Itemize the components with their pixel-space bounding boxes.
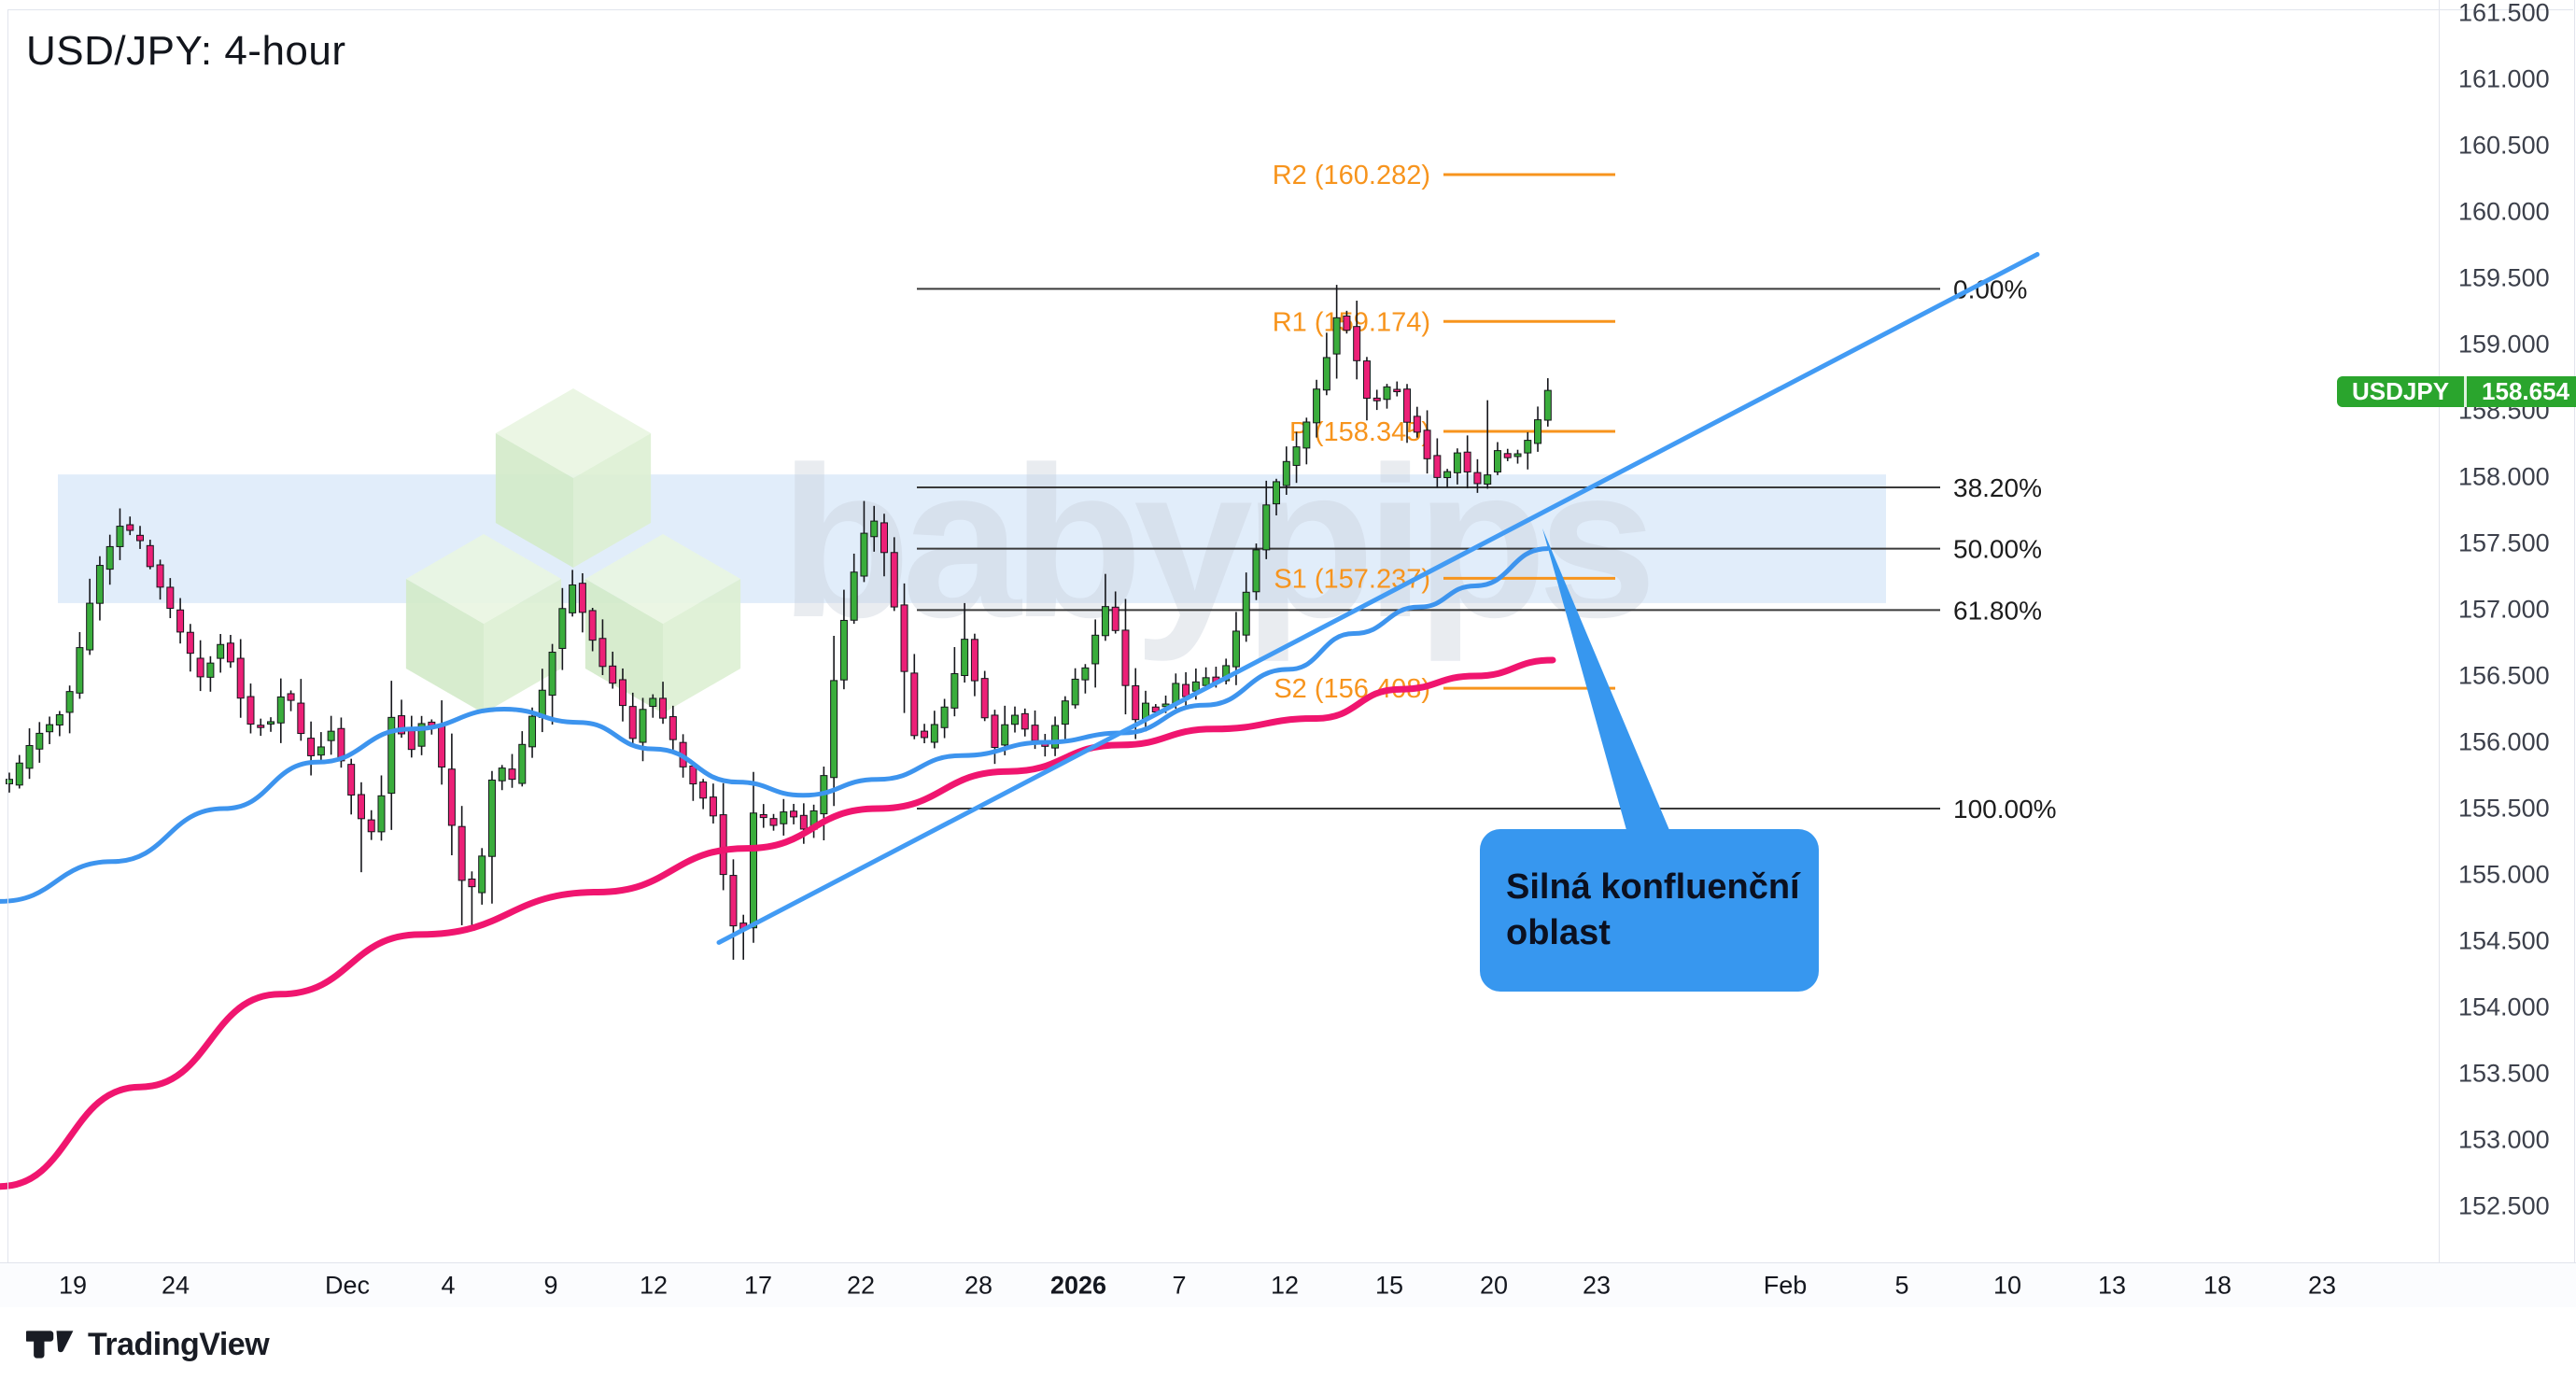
time-tick: 18 (2203, 1271, 2232, 1299)
svg-text:R1 (159.174): R1 (159.174) (1273, 307, 1430, 337)
svg-text:38.20%: 38.20% (1953, 473, 2042, 502)
time-tick: 17 (743, 1271, 773, 1299)
time-tick: 24 (161, 1271, 190, 1299)
price-tick: 153.500 (2458, 1059, 2550, 1088)
callout-arrow[interactable] (1542, 528, 1669, 830)
time-tick: 2026 (1049, 1271, 1107, 1299)
watermark-text: babypips (780, 422, 1649, 662)
time-tick: 23 (2307, 1271, 2337, 1299)
price-axis-border (2439, 0, 2440, 1307)
badge-price: 158.654 (2482, 377, 2570, 405)
price-tick: 159.000 (2458, 330, 2550, 359)
price-tick: 152.500 (2458, 1191, 2550, 1220)
badge-divider (2464, 376, 2468, 407)
chart-left-border (7, 9, 8, 1262)
last-price-badge: USDJPY 158.654 (2337, 376, 2576, 407)
highlight-zone[interactable] (58, 474, 1886, 603)
babypips-watermark: babypips (405, 388, 1658, 713)
svg-text:50.00%: 50.00% (1953, 535, 2042, 564)
time-tick: 28 (964, 1271, 993, 1299)
callout-text-line-1: Silná konfluenční (1506, 867, 1800, 908)
price-tick: 156.000 (2458, 727, 2550, 756)
price-axis[interactable]: 161.500 161.000 160.500 160.000 159.500 159.0… (2440, 0, 2576, 1262)
svg-text:S1 (157.237): S1 (157.237) (1274, 564, 1430, 594)
callout-text-line-2: oblast (1506, 913, 1611, 952)
time-tick: 12 (1270, 1271, 1300, 1299)
svg-text:100.00%: 100.00% (1953, 795, 2057, 824)
price-tick: 154.500 (2458, 926, 2550, 955)
price-tick: 155.500 (2458, 794, 2550, 823)
ma-slow-pink (0, 656, 1556, 1190)
time-tick: 12 (639, 1271, 669, 1299)
price-tick: 157.000 (2458, 595, 2550, 624)
time-tick: 7 (1172, 1271, 1187, 1299)
time-tick: 5 (1894, 1271, 1909, 1299)
svg-text:R2 (160.282): R2 (160.282) (1273, 161, 1430, 190)
price-tick: 157.500 (2458, 528, 2550, 557)
confluence-callout[interactable]: Silná konfluenční oblast (1480, 829, 1819, 992)
chart-top-border (7, 9, 2573, 10)
time-tick: 9 (543, 1271, 558, 1299)
tradingview-brand-text: TradingView (88, 1326, 270, 1362)
time-axis[interactable]: 19 24 Dec 4 9 12 17 22 28 2026 7 12 15 20 23 Feb 5 10 13 18… (0, 1263, 2576, 1307)
time-tick: 15 (1374, 1271, 1404, 1299)
moving-average-lines (0, 546, 1556, 1190)
tradingview-attribution[interactable]: TradingView (26, 1326, 270, 1363)
price-tick: 159.500 (2458, 263, 2550, 292)
time-tick: Dec (324, 1271, 371, 1299)
price-tick: 155.000 (2458, 860, 2550, 889)
price-tick: 161.000 (2458, 64, 2550, 93)
price-tick: 160.000 (2458, 197, 2550, 226)
time-tick: 13 (2097, 1271, 2127, 1299)
time-tick: 22 (846, 1271, 876, 1299)
chart-title: USD/JPY: 4-hour (26, 28, 346, 74)
time-tick: 10 (1992, 1271, 2022, 1299)
price-tick: 154.000 (2458, 993, 2550, 1021)
price-tick: 161.500 (2458, 0, 2550, 27)
fib-retracement-levels[interactable]: 0.00%38.20%50.00%61.80%100.00% (917, 275, 2057, 824)
price-tick: 158.000 (2458, 462, 2550, 491)
time-tick: 4 (441, 1271, 456, 1299)
svg-text:61.80%: 61.80% (1953, 596, 2042, 625)
time-tick: Feb (1763, 1271, 1808, 1299)
time-tick: 19 (58, 1271, 88, 1299)
price-tick: 153.000 (2458, 1125, 2550, 1154)
tradingview-logo-icon (26, 1331, 74, 1359)
price-tick: 156.500 (2458, 661, 2550, 690)
badge-symbol: USDJPY (2352, 377, 2450, 405)
ascending-trendline[interactable] (716, 251, 2040, 945)
time-axis-border (0, 1262, 2576, 1263)
time-tick: 20 (1479, 1271, 1509, 1299)
right-edge-border (2574, 0, 2575, 1307)
ma-fast-blue (0, 546, 1550, 904)
time-tick: 23 (1582, 1271, 1612, 1299)
price-tick: 160.500 (2458, 131, 2550, 160)
babypips-cube-logo-icon (405, 388, 741, 713)
